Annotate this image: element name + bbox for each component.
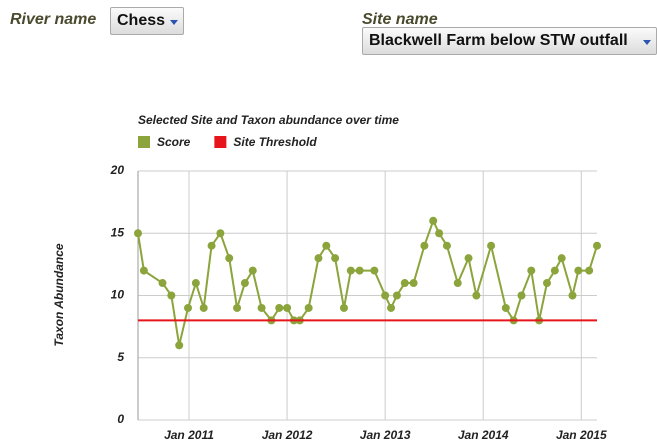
data-point bbox=[370, 266, 379, 275]
y-tick-label: 20 bbox=[110, 163, 125, 177]
data-point bbox=[134, 229, 142, 238]
data-point bbox=[225, 254, 234, 263]
data-point bbox=[191, 279, 200, 288]
data-point bbox=[453, 279, 462, 288]
data-point bbox=[392, 291, 401, 300]
data-point bbox=[568, 291, 577, 300]
data-point bbox=[420, 241, 429, 250]
y-tick-label: 15 bbox=[111, 225, 125, 239]
data-point bbox=[574, 266, 583, 275]
legend-swatch bbox=[138, 136, 150, 148]
data-point bbox=[501, 303, 510, 312]
legend-label: Site Threshold bbox=[233, 135, 317, 149]
data-point bbox=[233, 303, 242, 312]
data-point bbox=[304, 303, 313, 312]
series-line bbox=[137, 218, 598, 346]
data-point bbox=[184, 303, 193, 312]
chart-title: Selected Site and Taxon abundance over t… bbox=[138, 113, 399, 127]
data-point bbox=[435, 229, 444, 238]
x-tick-label: Jan 2013 bbox=[360, 428, 411, 442]
data-point bbox=[216, 229, 225, 238]
y-axis-label: Taxon Abundance bbox=[52, 243, 66, 346]
x-tick-label: Jan 2014 bbox=[458, 428, 509, 442]
legend-label: Score bbox=[157, 135, 191, 149]
data-point bbox=[381, 291, 390, 300]
data-point bbox=[409, 279, 418, 288]
site-dropdown[interactable]: Blackwell Farm below STW outfall bbox=[362, 27, 657, 55]
data-point bbox=[429, 216, 438, 225]
data-point bbox=[158, 279, 167, 288]
y-tick-label: 10 bbox=[111, 288, 125, 302]
data-point bbox=[175, 341, 184, 350]
data-point bbox=[283, 303, 292, 312]
data-point bbox=[248, 266, 257, 275]
data-point bbox=[314, 254, 323, 263]
data-point bbox=[517, 291, 526, 300]
data-point bbox=[240, 279, 249, 288]
river-label: River name bbox=[10, 11, 97, 28]
legend-swatch bbox=[214, 136, 227, 148]
y-tick-label: 5 bbox=[117, 350, 124, 364]
data-point bbox=[593, 241, 601, 250]
x-tick-label: Jan 2012 bbox=[262, 428, 313, 442]
data-point bbox=[550, 266, 559, 275]
data-point bbox=[339, 303, 348, 312]
data-point bbox=[585, 266, 594, 275]
x-tick-label: Jan 2011 bbox=[164, 428, 214, 442]
data-point bbox=[207, 241, 216, 250]
data-point bbox=[346, 266, 355, 275]
data-point bbox=[400, 279, 409, 288]
data-point bbox=[557, 254, 566, 263]
data-point bbox=[139, 266, 148, 275]
data-point bbox=[355, 266, 364, 275]
data-point bbox=[167, 291, 176, 300]
site-label: Site name bbox=[362, 11, 438, 28]
data-point bbox=[199, 303, 208, 312]
data-point bbox=[527, 266, 536, 275]
data-point bbox=[387, 303, 396, 312]
data-point bbox=[487, 241, 496, 250]
data-point bbox=[275, 303, 284, 312]
data-point bbox=[322, 241, 331, 250]
data-point bbox=[464, 254, 473, 263]
river-dropdown[interactable]: Chess bbox=[110, 7, 185, 35]
data-point bbox=[331, 254, 340, 263]
x-tick-label: Jan 2015 bbox=[556, 428, 607, 442]
data-point bbox=[542, 279, 551, 288]
data-point bbox=[472, 291, 481, 300]
y-tick-label: 0 bbox=[117, 412, 124, 426]
data-point bbox=[257, 303, 266, 312]
data-point bbox=[442, 241, 451, 250]
